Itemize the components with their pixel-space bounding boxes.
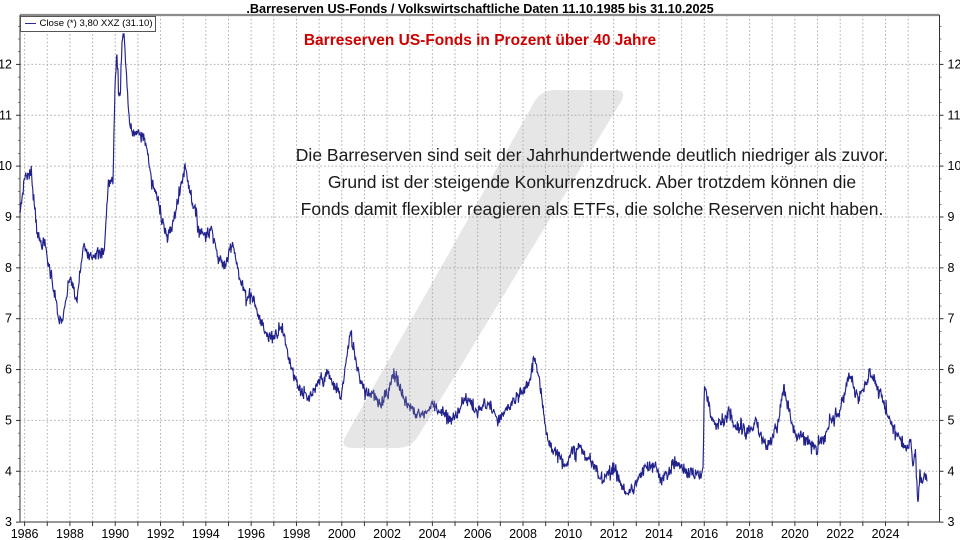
svg-text:1986: 1986 (11, 527, 39, 540)
svg-text:5: 5 (948, 413, 955, 427)
svg-text:8: 8 (5, 261, 12, 275)
svg-text:1988: 1988 (56, 527, 84, 540)
svg-text:6: 6 (948, 363, 955, 377)
svg-text:2016: 2016 (690, 527, 718, 540)
svg-text:10: 10 (0, 159, 12, 173)
svg-text:4: 4 (948, 464, 955, 478)
svg-text:1994: 1994 (192, 527, 220, 540)
svg-text:2004: 2004 (418, 527, 446, 540)
svg-text:2000: 2000 (328, 527, 356, 540)
svg-text:6: 6 (5, 363, 12, 377)
svg-text:7: 7 (5, 312, 12, 326)
svg-text:12: 12 (0, 57, 12, 71)
svg-text:9: 9 (5, 210, 12, 224)
svg-text:8: 8 (948, 261, 955, 275)
svg-text:9: 9 (948, 210, 955, 224)
svg-text:2010: 2010 (554, 527, 582, 540)
svg-text:1990: 1990 (101, 527, 129, 540)
svg-text:11: 11 (948, 108, 960, 122)
svg-text:2006: 2006 (464, 527, 492, 540)
svg-text:4: 4 (5, 464, 12, 478)
svg-text:2020: 2020 (781, 527, 809, 540)
svg-text:2018: 2018 (736, 527, 764, 540)
svg-text:2008: 2008 (509, 527, 537, 540)
svg-text:1996: 1996 (237, 527, 265, 540)
svg-text:2002: 2002 (373, 527, 401, 540)
svg-text:5: 5 (5, 413, 12, 427)
svg-text:7: 7 (948, 312, 955, 326)
svg-text:2024: 2024 (872, 527, 900, 540)
svg-text:11: 11 (0, 108, 12, 122)
svg-text:2012: 2012 (600, 527, 628, 540)
svg-text:2014: 2014 (645, 527, 673, 540)
svg-text:2022: 2022 (826, 527, 854, 540)
svg-text:12: 12 (948, 57, 960, 71)
svg-text:3: 3 (948, 515, 955, 529)
svg-text:1998: 1998 (283, 527, 311, 540)
svg-text:1992: 1992 (147, 527, 175, 540)
svg-text:10: 10 (948, 159, 960, 173)
